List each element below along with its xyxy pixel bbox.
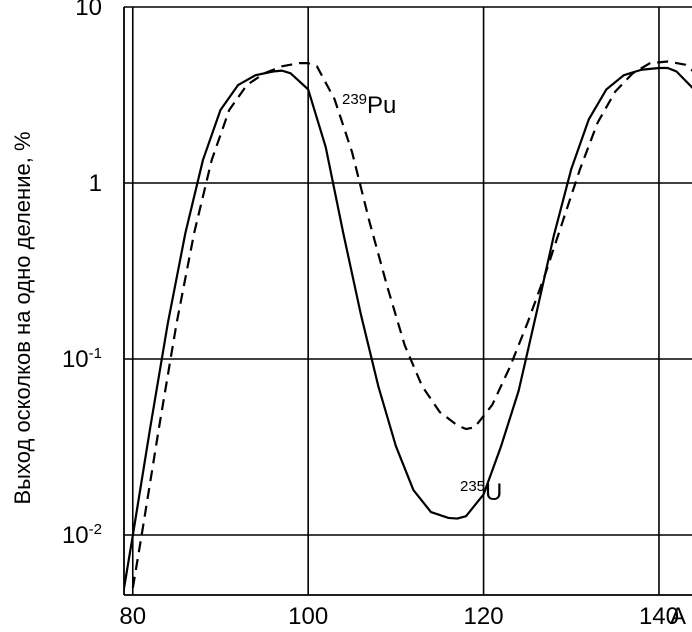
- series-line-235u: [124, 66, 692, 595]
- series-label-235u: 235U: [460, 478, 502, 506]
- y-axis-title: Выход осколков на одно деление, %: [10, 131, 35, 504]
- y-tick-label-1: 1: [89, 170, 102, 197]
- y-tick-label-10-2: 10-2: [62, 521, 102, 549]
- x-axis-unit-label: A: [670, 603, 686, 630]
- x-tick-label-100: 100: [288, 603, 328, 630]
- y-tick-label-10: 10: [75, 0, 102, 21]
- series-line-239pu: [130, 60, 692, 595]
- series-label-239pu: 239Pu: [342, 91, 396, 119]
- y-tick-label-10-1: 10-1: [62, 345, 102, 373]
- x-tick-label-120: 120: [464, 603, 504, 630]
- x-tick-label-80: 80: [119, 603, 146, 630]
- x-tick-label-140: 140: [639, 603, 679, 630]
